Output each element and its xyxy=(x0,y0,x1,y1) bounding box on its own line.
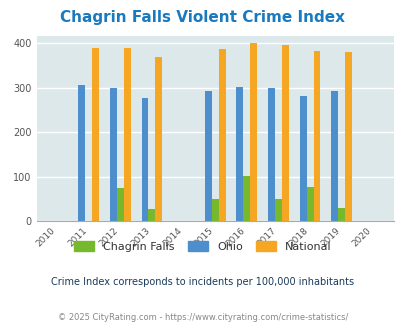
Bar xyxy=(243,176,249,221)
Bar xyxy=(155,57,162,221)
Bar xyxy=(204,91,211,221)
Bar xyxy=(236,86,243,221)
Text: © 2025 CityRating.com - https://www.cityrating.com/crime-statistics/: © 2025 CityRating.com - https://www.city… xyxy=(58,314,347,322)
Bar xyxy=(249,44,257,221)
Bar xyxy=(344,52,351,221)
Bar xyxy=(218,49,225,221)
Bar xyxy=(124,48,130,221)
Text: Chagrin Falls Violent Crime Index: Chagrin Falls Violent Crime Index xyxy=(60,10,345,25)
Bar xyxy=(78,85,85,221)
Bar xyxy=(141,98,148,221)
Bar xyxy=(313,50,320,221)
Bar xyxy=(211,199,218,221)
Legend: Chagrin Falls, Ohio, National: Chagrin Falls, Ohio, National xyxy=(70,237,335,256)
Bar xyxy=(281,45,288,221)
Bar xyxy=(299,96,306,221)
Bar xyxy=(330,91,337,221)
Text: Crime Index corresponds to incidents per 100,000 inhabitants: Crime Index corresponds to incidents per… xyxy=(51,277,354,287)
Bar xyxy=(148,209,155,221)
Bar xyxy=(110,87,117,221)
Bar xyxy=(306,187,313,221)
Bar xyxy=(117,188,124,221)
Bar xyxy=(337,208,344,221)
Bar xyxy=(267,87,274,221)
Bar xyxy=(92,48,99,221)
Bar xyxy=(274,199,281,221)
